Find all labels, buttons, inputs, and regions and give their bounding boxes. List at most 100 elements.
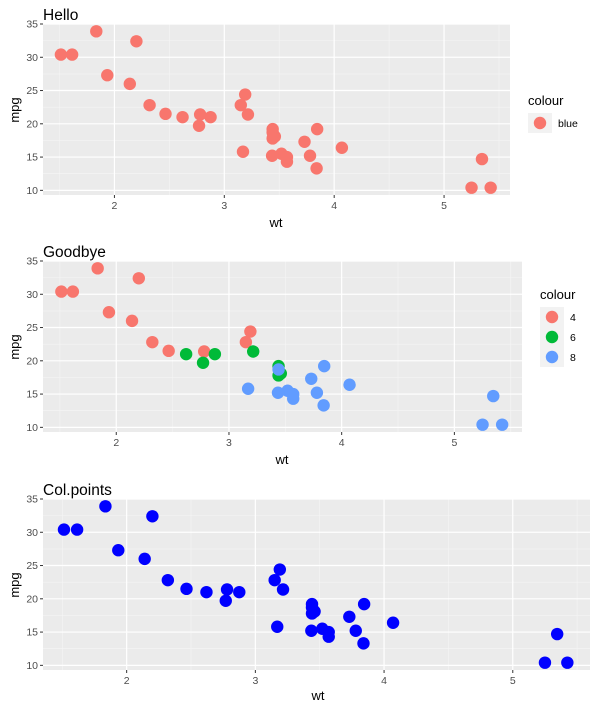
data-point <box>102 306 116 319</box>
data-point <box>101 69 114 82</box>
data-point <box>475 152 489 166</box>
x-tick-label: 4 <box>381 675 387 687</box>
data-point <box>54 48 68 61</box>
data-point <box>193 108 207 121</box>
data-point <box>484 181 497 194</box>
chart-title: Goodbye <box>43 244 106 261</box>
x-tick-label: 2 <box>112 200 118 212</box>
data-point <box>310 386 324 399</box>
data-point <box>271 386 285 399</box>
data-point <box>91 262 104 275</box>
y-tick-label: 10 <box>26 422 38 434</box>
data-point <box>112 544 125 557</box>
data-point <box>200 585 213 599</box>
plot-panel <box>43 261 522 432</box>
series-blue <box>54 25 497 194</box>
data-point <box>99 500 112 513</box>
legend-key-point <box>533 116 547 130</box>
data-point <box>176 110 189 124</box>
y-tick-label: 25 <box>26 560 38 572</box>
data-point <box>305 607 319 620</box>
data-point <box>271 620 284 633</box>
legend-label: 6 <box>570 332 576 344</box>
y-tick-label: 25 <box>26 85 38 97</box>
data-point <box>303 149 317 162</box>
data-point <box>317 399 330 412</box>
data-point <box>192 119 206 133</box>
data-point <box>272 363 285 376</box>
data-point <box>322 625 335 639</box>
legend: colour 4 6 8 <box>540 287 576 367</box>
data-point <box>238 88 252 101</box>
legend-label: 8 <box>570 352 576 364</box>
data-point <box>159 107 172 121</box>
data-point <box>146 335 159 349</box>
data-point <box>236 145 250 158</box>
y-tick-label: 35 <box>26 494 38 506</box>
legend: colour blue <box>528 93 578 133</box>
x-axis-label: wt <box>269 215 283 230</box>
data-point <box>310 162 323 175</box>
data-point <box>219 594 232 608</box>
data-point <box>57 523 71 536</box>
data-point <box>204 110 217 124</box>
series-0 <box>57 500 574 669</box>
data-point <box>241 108 255 121</box>
data-point <box>66 285 80 298</box>
data-point <box>220 583 234 596</box>
data-point <box>318 359 331 373</box>
y-tick-label: 10 <box>26 660 38 672</box>
x-tick-label: 5 <box>451 437 457 449</box>
data-point <box>233 585 246 599</box>
data-point <box>305 597 319 611</box>
legend-label: blue <box>558 118 578 130</box>
data-point <box>161 573 175 587</box>
data-point <box>386 616 400 629</box>
data-point <box>465 181 478 194</box>
y-axis-label: mpg <box>7 334 22 359</box>
data-point <box>130 35 143 48</box>
data-point <box>132 272 145 285</box>
chart-1: Hello 2 3 4 5 10 15 20 25 30 35 wt mpg colour blue <box>7 7 578 230</box>
chart-3: Col.points 2 3 4 5 10 15 20 25 30 35 wt mpg <box>7 482 590 703</box>
chart-title: Col.points <box>43 482 112 499</box>
data-point <box>349 624 362 637</box>
data-point <box>162 344 175 358</box>
plot-panel <box>43 24 510 195</box>
plot-panel <box>43 499 590 670</box>
x-axis-label: wt <box>311 688 325 703</box>
y-axis-label: mpg <box>7 97 22 122</box>
chart-title: Hello <box>43 7 78 24</box>
y-tick-label: 20 <box>26 355 38 367</box>
legend-key-point <box>545 330 559 344</box>
data-point <box>305 372 318 385</box>
data-point <box>179 347 193 361</box>
data-point <box>357 637 370 650</box>
data-point <box>561 656 574 669</box>
legend-title: colour <box>528 93 564 108</box>
data-point <box>208 347 222 361</box>
data-point <box>123 77 137 91</box>
data-point <box>310 122 324 136</box>
data-point <box>476 418 489 431</box>
data-point <box>280 150 294 164</box>
data-point <box>244 325 257 338</box>
data-point <box>305 624 318 637</box>
data-point <box>241 382 255 395</box>
y-tick-label: 30 <box>26 52 38 64</box>
y-tick-label: 10 <box>26 185 38 197</box>
x-tick-label: 2 <box>124 675 130 687</box>
y-tick-label: 30 <box>26 289 38 301</box>
data-point <box>197 345 211 358</box>
x-axis-label: wt <box>275 452 289 467</box>
legend-key-point <box>545 350 559 364</box>
x-tick-label: 3 <box>221 200 227 212</box>
data-point <box>196 356 210 370</box>
data-point <box>65 48 79 61</box>
data-point <box>146 510 159 523</box>
data-point <box>343 610 356 623</box>
data-point <box>55 285 68 298</box>
data-point <box>70 523 84 536</box>
data-point <box>90 25 103 38</box>
